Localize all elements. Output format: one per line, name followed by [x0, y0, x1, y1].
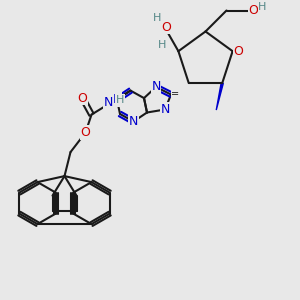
Text: N: N — [129, 115, 138, 128]
Text: H: H — [258, 2, 267, 13]
Text: O: O — [161, 21, 171, 34]
Text: H: H — [153, 13, 162, 23]
Text: O: O — [234, 45, 244, 58]
Text: N: N — [103, 96, 113, 109]
Text: O: O — [249, 4, 258, 17]
Text: O: O — [81, 126, 90, 139]
Text: H: H — [116, 94, 124, 105]
Text: N: N — [160, 103, 170, 116]
Text: H: H — [158, 40, 166, 50]
Text: O: O — [78, 92, 87, 105]
Text: =: = — [171, 89, 180, 100]
Polygon shape — [216, 83, 223, 110]
Text: N: N — [151, 80, 161, 94]
Text: N: N — [112, 93, 122, 106]
